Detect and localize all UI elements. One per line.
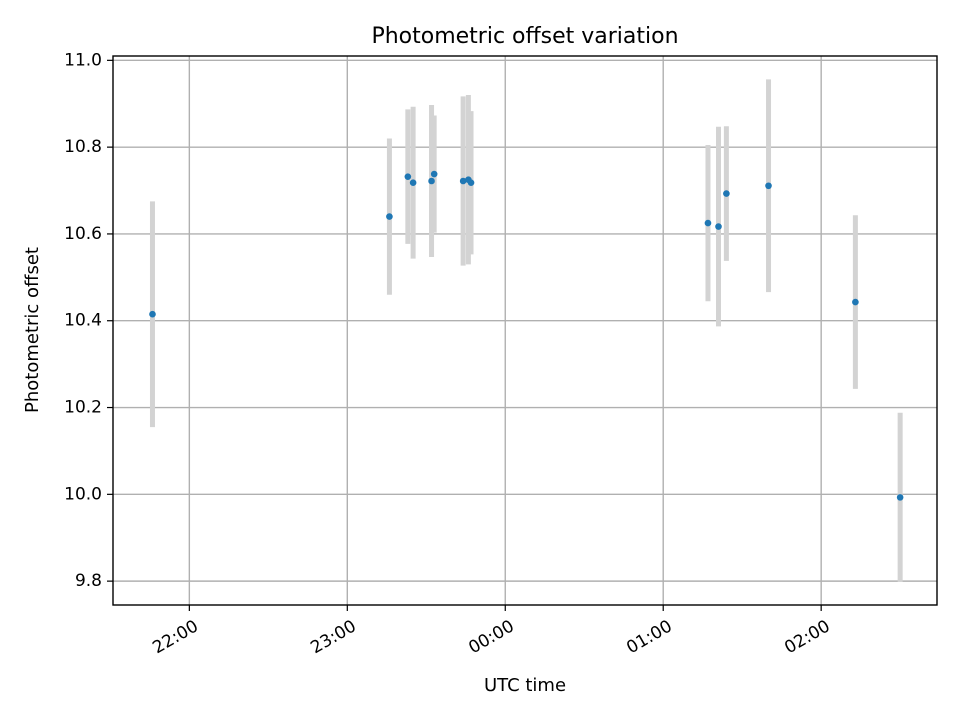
data-point bbox=[459, 177, 467, 185]
data-points bbox=[149, 170, 904, 501]
data-point bbox=[149, 310, 156, 318]
y-tick-label: 9.8 bbox=[75, 571, 102, 591]
data-point bbox=[704, 219, 712, 227]
y-tick-label: 10.6 bbox=[64, 224, 102, 244]
grid bbox=[113, 56, 937, 605]
x-tick-label: 22:00 bbox=[149, 616, 201, 658]
y-axis-label: Photometric offset bbox=[22, 247, 43, 413]
data-point bbox=[765, 182, 772, 190]
data-point bbox=[386, 213, 393, 220]
x-tick-label: 02:00 bbox=[781, 616, 833, 658]
x-tick-label: 23:00 bbox=[307, 616, 359, 658]
data-point bbox=[467, 179, 475, 187]
data-point bbox=[715, 223, 722, 230]
data-point bbox=[852, 298, 859, 306]
chart-title: Photometric offset variation bbox=[371, 24, 678, 49]
x-axis-ticks: 22:00 23:00 00:00 01:00 02:00 bbox=[149, 605, 834, 658]
y-tick-label: 10.4 bbox=[64, 311, 102, 331]
x-tick-label: 01:00 bbox=[623, 616, 675, 658]
data-point bbox=[409, 179, 417, 187]
data-point bbox=[430, 170, 438, 178]
plot-frame bbox=[112, 55, 938, 606]
data-point bbox=[723, 190, 730, 197]
x-axis-label: UTC time bbox=[484, 675, 566, 696]
x-tick-label: 00:00 bbox=[465, 616, 517, 658]
y-tick-label: 10.8 bbox=[64, 137, 102, 157]
errorbars bbox=[149, 79, 903, 582]
y-axis-ticks: 9.8 10.0 10.2 10.4 10.6 10.8 11.0 bbox=[64, 50, 113, 591]
y-tick-label: 10.0 bbox=[64, 484, 102, 504]
data-point bbox=[896, 494, 904, 501]
data-point bbox=[404, 173, 412, 180]
y-tick-label: 10.2 bbox=[64, 398, 102, 418]
y-tick-label: 11.0 bbox=[64, 50, 102, 70]
data-point bbox=[428, 177, 435, 185]
